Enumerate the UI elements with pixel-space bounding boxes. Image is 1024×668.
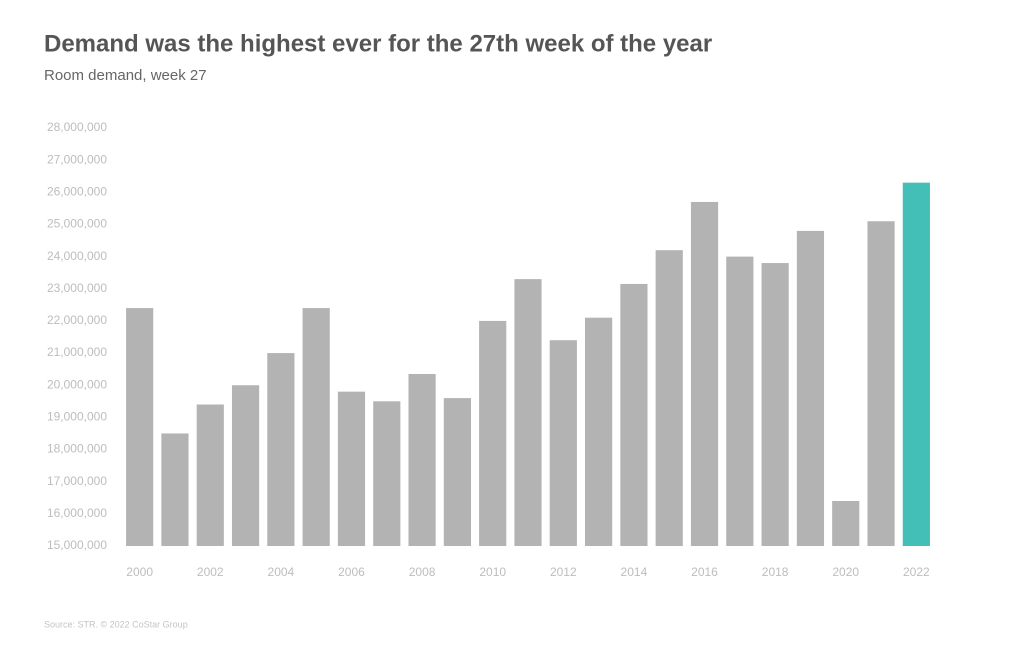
y-tick-label: 26,000,000 — [47, 184, 107, 198]
bar — [514, 279, 542, 546]
bar — [337, 391, 366, 546]
bar — [443, 398, 471, 546]
source-note: Source: STR. © 2022 CoStar Group — [44, 619, 188, 629]
x-tick-label: 2020 — [832, 565, 859, 579]
y-tick-label: 18,000,000 — [47, 442, 107, 456]
x-tick-label: 2018 — [762, 565, 789, 579]
bar — [585, 317, 613, 546]
bar — [867, 221, 895, 546]
bar — [231, 385, 260, 546]
bar — [161, 433, 189, 546]
bar — [479, 320, 507, 546]
bar — [620, 283, 648, 546]
x-tick-label: 2022 — [903, 565, 930, 579]
x-tick-label: 2002 — [197, 565, 224, 579]
y-tick-label: 17,000,000 — [47, 474, 107, 488]
bar — [655, 250, 683, 546]
bar — [126, 308, 154, 546]
x-tick-label: 2006 — [338, 565, 365, 579]
y-tick-label: 16,000,000 — [47, 506, 107, 520]
x-tick-label: 2014 — [621, 565, 648, 579]
bar — [373, 401, 401, 546]
x-tick-label: 2010 — [479, 565, 506, 579]
x-tick-label: 2016 — [691, 565, 718, 579]
bar — [408, 373, 436, 546]
bar — [196, 404, 224, 546]
x-tick-label: 2012 — [550, 565, 577, 579]
y-tick-label: 28,000,000 — [47, 120, 107, 134]
chart-title: Demand was the highest ever for the 27th… — [44, 30, 712, 57]
x-tick-label: 2008 — [409, 565, 436, 579]
y-tick-label: 25,000,000 — [47, 217, 107, 231]
bar — [761, 263, 789, 546]
x-tick-label: 2004 — [268, 565, 295, 579]
y-tick-label: 20,000,000 — [47, 377, 107, 391]
bar — [796, 230, 825, 546]
bar — [902, 182, 930, 546]
bar — [726, 256, 754, 546]
y-tick-label: 24,000,000 — [47, 249, 107, 263]
chart-subtitle: Room demand, week 27 — [44, 67, 207, 84]
bar — [832, 500, 860, 546]
bar — [690, 201, 719, 546]
y-tick-label: 15,000,000 — [47, 538, 107, 552]
y-tick-label: 27,000,000 — [47, 152, 107, 166]
y-tick-label: 19,000,000 — [47, 410, 107, 424]
x-tick-label: 2000 — [126, 565, 153, 579]
y-tick-label: 23,000,000 — [47, 281, 107, 295]
bar — [302, 308, 330, 546]
bar — [267, 353, 295, 546]
bar — [549, 340, 577, 546]
y-tick-label: 22,000,000 — [47, 313, 107, 327]
y-tick-label: 21,000,000 — [47, 345, 107, 359]
